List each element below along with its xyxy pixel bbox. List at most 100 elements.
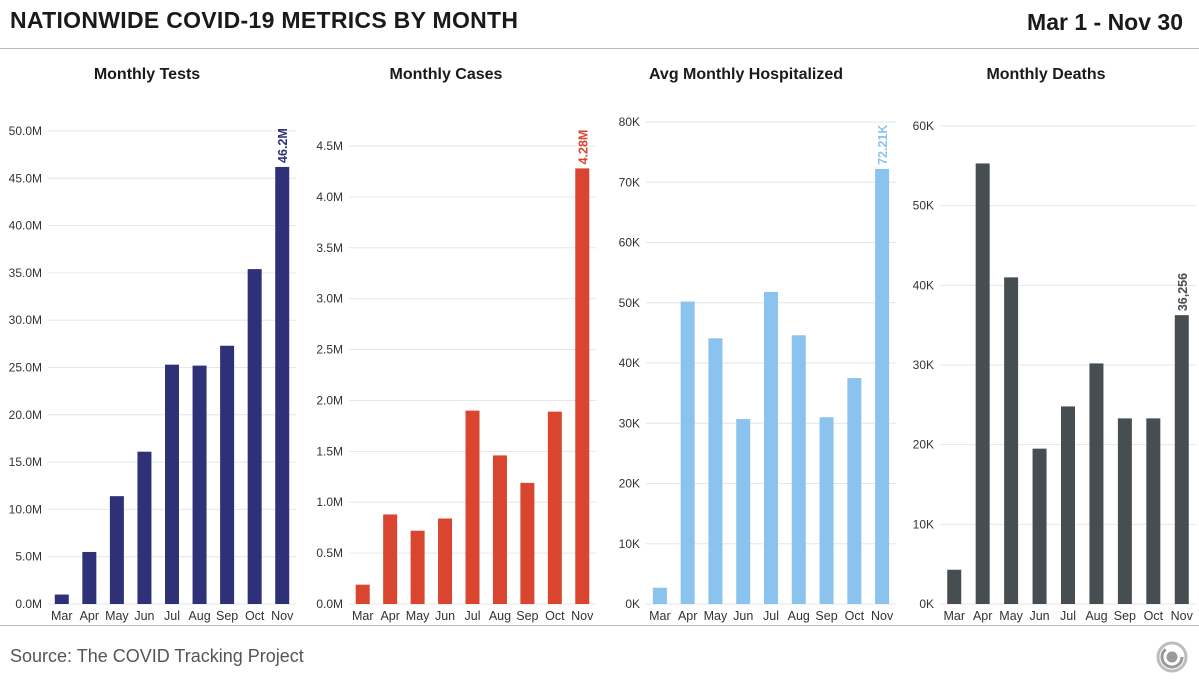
cases-bar-aug: [492, 455, 507, 604]
cases-ytick-label: 0.0M: [316, 597, 343, 611]
cases-data-label: 4.28M: [576, 130, 590, 165]
deaths-ytick-label: 50K: [913, 199, 934, 213]
cases-xtick-label: Mar: [352, 609, 374, 623]
cases-ytick-label: 4.5M: [316, 139, 343, 153]
deaths-xtick-label: Sep: [1114, 609, 1136, 623]
deaths-ytick-label: 60K: [913, 119, 934, 133]
cases-xtick-label: Aug: [489, 609, 511, 623]
cases-ytick-label: 2.5M: [316, 343, 343, 357]
cases-xtick-label: Sep: [516, 609, 538, 623]
hospitalized-xtick-label: Jun: [733, 609, 753, 623]
cases-bar-jun: [438, 518, 453, 604]
tests-ytick-label: 5.0M: [15, 550, 42, 564]
header-divider: [0, 48, 1199, 49]
cases-ytick-label: 4.0M: [316, 190, 343, 204]
tests-ytick-label: 10.0M: [9, 502, 42, 516]
cases-bar-oct: [547, 411, 562, 604]
deaths-bar-apr: [975, 163, 990, 604]
tests-ytick-label: 0.0M: [15, 597, 42, 611]
deaths-ytick-label: 30K: [913, 358, 934, 372]
hospitalized-xtick-label: May: [704, 609, 728, 623]
date-range: Mar 1 - Nov 30: [1027, 9, 1183, 35]
deaths-xtick-label: Aug: [1085, 609, 1107, 623]
deaths-bar-jun: [1032, 448, 1047, 604]
footer-divider: [0, 625, 1199, 626]
deaths-xtick-label: Nov: [1171, 609, 1194, 623]
deaths-bar-may: [1004, 277, 1019, 604]
deaths-bar-nov: [1174, 315, 1189, 604]
deaths-xtick-label: Jul: [1060, 609, 1076, 623]
tests-xtick-label: Jul: [164, 609, 180, 623]
tests-ytick-label: 20.0M: [9, 408, 42, 422]
charts-canvas: Monthly Tests 0.0M 5.0M 10.0M 15.0M 20.0M 25.0…: [9, 66, 1196, 623]
tests-xtick-label: Oct: [245, 609, 265, 623]
deaths-data-label: 36,256: [1176, 273, 1190, 311]
hospitalized-xtick-label: Jul: [763, 609, 779, 623]
deaths-xtick-label: Apr: [973, 609, 992, 623]
tests-bar-nov: [275, 166, 290, 604]
tests-ytick-label: 30.0M: [9, 313, 42, 327]
hospitalized-xtick-label: Sep: [815, 609, 837, 623]
hospitalized-ytick-label: 70K: [619, 175, 640, 189]
hospitalized-ytick-label: 60K: [619, 236, 640, 250]
deaths-chart-title: Monthly Deaths: [986, 66, 1105, 83]
hospitalized-bar-apr: [680, 301, 695, 604]
tests-ytick-label: 45.0M: [9, 171, 42, 185]
tests-bar-jul: [165, 364, 179, 604]
hospitalized-bar-oct: [847, 378, 862, 604]
cases-ytick-label: 3.0M: [316, 292, 343, 306]
cases-bar-apr: [383, 514, 398, 604]
cases-bar-sep: [520, 482, 535, 604]
cases-bar-jul: [465, 410, 480, 604]
cases-ytick-label: 3.5M: [316, 241, 343, 255]
hospitalized-bar-jun: [736, 419, 751, 604]
tests-bar-mar: [54, 594, 69, 604]
cases-xtick-label: Apr: [380, 609, 399, 623]
cases-bar-mar: [355, 584, 370, 604]
tests-xtick-label: Mar: [51, 609, 73, 623]
hospitalized-xtick-label: Apr: [678, 609, 697, 623]
tests-xtick-label: Jun: [134, 609, 154, 623]
hospitalized-bar-sep: [819, 417, 834, 604]
cases-ytick-label: 2.0M: [316, 393, 343, 407]
cases-xtick-label: Nov: [571, 609, 594, 623]
tests-xtick-label: May: [105, 609, 129, 623]
deaths-ytick-label: 20K: [913, 438, 934, 452]
hospitalized-ytick-label: 10K: [619, 537, 640, 551]
deaths-bar-aug: [1089, 363, 1104, 604]
page-title: NATIONWIDE COVID-19 METRICS BY MONTH: [10, 7, 519, 33]
covid-tracking-project-logo-icon: [1156, 641, 1188, 673]
hospitalized-ytick-label: 30K: [619, 416, 640, 430]
deaths-bar-sep: [1117, 418, 1132, 604]
deaths-ytick-label: 40K: [913, 278, 934, 292]
hospitalized-data-label: 72.21K: [876, 125, 890, 165]
tests-bar-sep: [220, 345, 235, 604]
tests-ytick-label: 35.0M: [9, 266, 42, 280]
cases-bar-nov: [575, 168, 590, 604]
hospitalized-chart-title: Avg Monthly Hospitalized: [649, 66, 843, 83]
deaths-bar-oct: [1146, 418, 1161, 604]
hospitalized-xtick-label: Aug: [788, 609, 810, 623]
hospitalized-bar-mar: [652, 587, 667, 604]
hospitalized-bar-aug: [791, 335, 806, 604]
tests-ytick-label: 50.0M: [9, 124, 42, 138]
tests-bar-aug: [192, 365, 207, 604]
cases-xtick-label: Jun: [435, 609, 455, 623]
tests-chart-title: Monthly Tests: [94, 66, 200, 83]
cases-xtick-label: Oct: [545, 609, 565, 623]
hospitalized-bar-nov: [875, 168, 890, 604]
deaths-bar-jul: [1061, 406, 1075, 604]
header: NATIONWIDE COVID-19 METRICS BY MONTH Mar…: [0, 0, 1199, 48]
tests-ytick-label: 15.0M: [9, 455, 42, 469]
hospitalized-ytick-label: 20K: [619, 477, 640, 491]
footer-source: Source: The COVID Tracking Project: [10, 646, 304, 666]
hospitalized-xtick-label: Nov: [871, 609, 894, 623]
deaths-xtick-label: Oct: [1144, 609, 1164, 623]
tests-ytick-label: 40.0M: [9, 219, 42, 233]
hospitalized-bar-may: [708, 338, 723, 604]
tests-data-label: 46.2M: [276, 128, 290, 163]
cases-ytick-label: 0.5M: [316, 546, 343, 560]
deaths-xtick-label: Jun: [1029, 609, 1049, 623]
tests-ytick-label: 25.0M: [9, 361, 42, 375]
tests-xtick-label: Nov: [271, 609, 294, 623]
